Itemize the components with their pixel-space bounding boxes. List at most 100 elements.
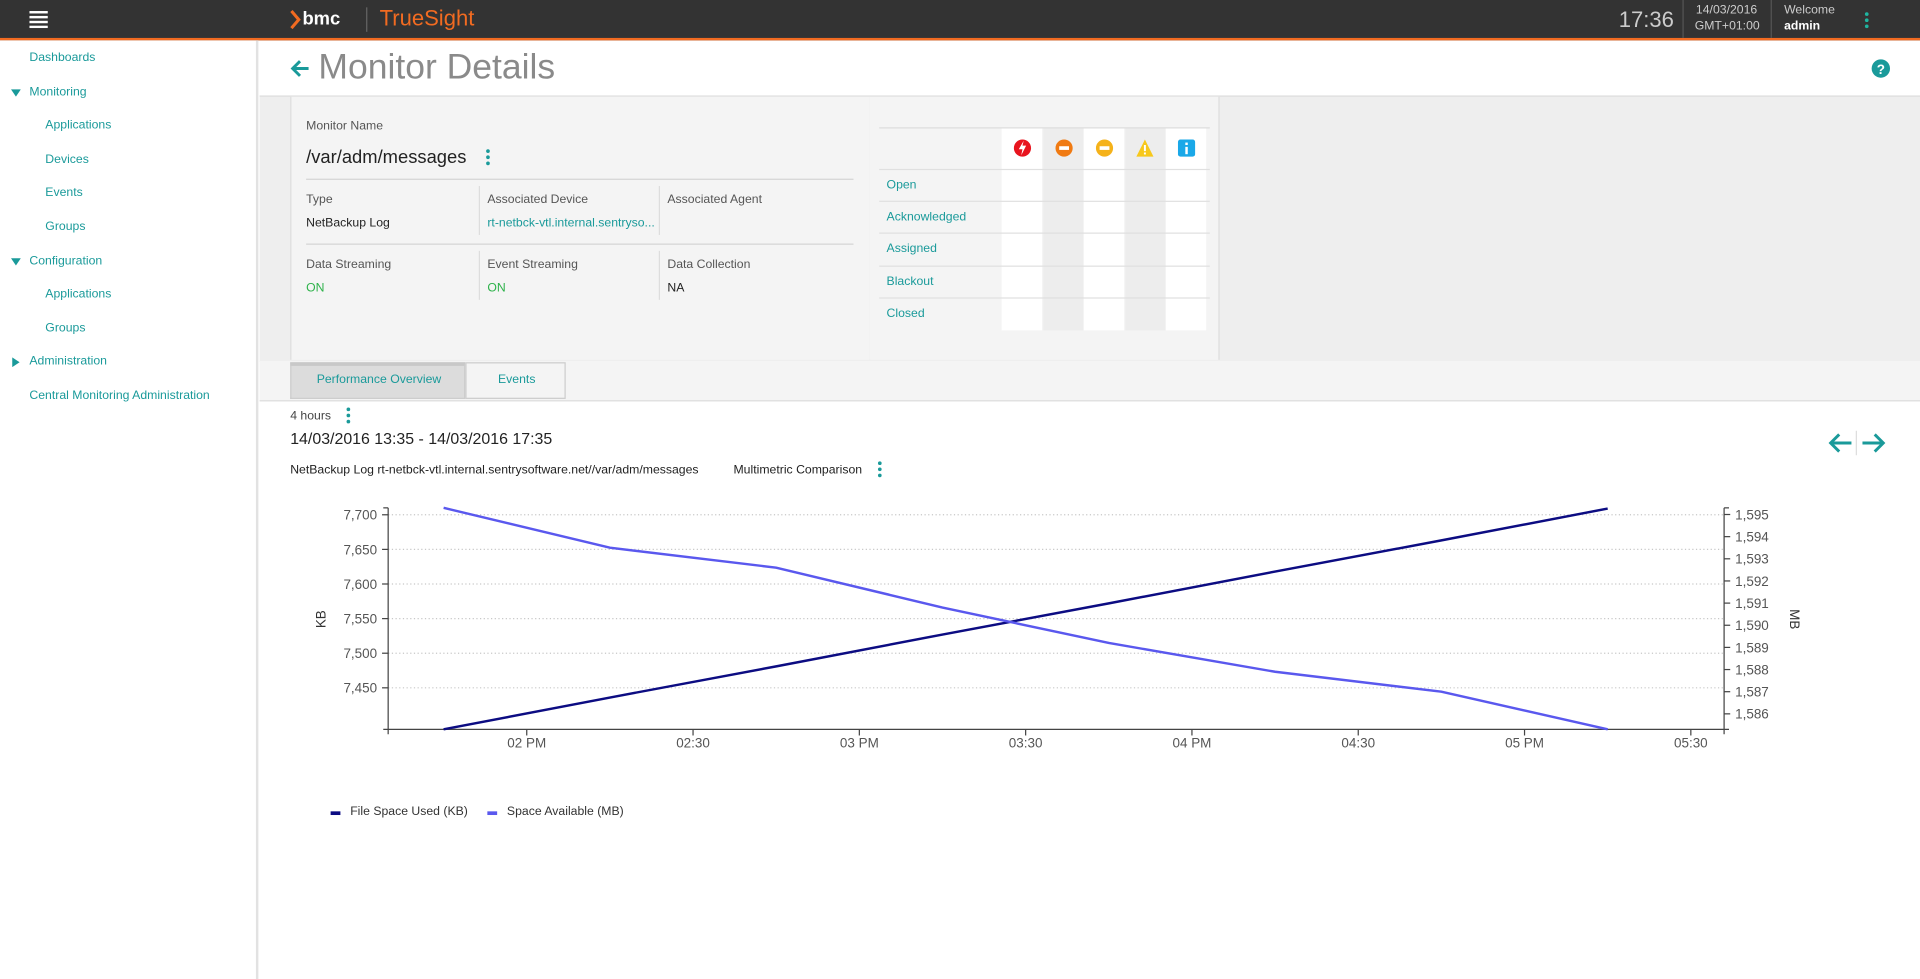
expander[interactable] — [11, 256, 21, 266]
sidebar: Dashboards Monitoring Applications Devices E… — [0, 40, 259, 979]
monitor-name-label: Monitor Name — [306, 119, 384, 134]
field-value: NetBackup Log — [306, 216, 390, 231]
y2-axis-label: MB — [1787, 609, 1802, 629]
legend-label: Space Available (MB) — [507, 804, 624, 818]
welcome: Welcome — [1784, 3, 1835, 18]
expander[interactable] — [11, 357, 21, 368]
status-column — [1125, 128, 1166, 331]
nav-subitem[interactable]: Groups — [45, 220, 86, 234]
bmc-mark — [290, 10, 301, 30]
status-column — [1042, 128, 1084, 331]
status-column — [1166, 128, 1207, 331]
field-label: Type — [306, 193, 333, 207]
range-menu[interactable] — [346, 407, 351, 426]
comparison-menu[interactable] — [877, 461, 882, 479]
clock: 17:36 — [1618, 7, 1674, 32]
y2-tick-label: 1,590 — [1735, 618, 1769, 633]
y2-tick-label: 1,593 — [1735, 552, 1769, 567]
y2-tick-label: 1,595 — [1735, 507, 1769, 522]
nav-item[interactable]: Configuration — [29, 254, 103, 268]
critical-icon — [1013, 139, 1032, 157]
separator — [306, 243, 854, 245]
monitor-menu[interactable] — [486, 149, 490, 167]
previous-button[interactable] — [1828, 433, 1852, 453]
y-tick-label: 7,600 — [343, 577, 377, 592]
event-state[interactable]: Assigned — [886, 242, 937, 257]
event-state[interactable]: Open — [886, 178, 917, 193]
event-state[interactable]: Blackout — [886, 274, 934, 289]
back-button[interactable] — [289, 59, 311, 79]
row-border — [879, 168, 1210, 171]
legend-swatch — [330, 811, 341, 816]
y2-tick-label: 1,589 — [1735, 640, 1769, 655]
divider — [1682, 0, 1684, 38]
minor-icon — [1095, 139, 1114, 157]
column-divider — [478, 186, 481, 235]
event-state[interactable]: Closed — [886, 306, 925, 321]
y2-tick-label: 1,588 — [1735, 662, 1769, 677]
help-button[interactable]: ? — [1871, 59, 1891, 79]
tab[interactable]: Performance Overview — [290, 362, 466, 399]
nav-item[interactable]: Monitoring — [29, 85, 87, 99]
monitor-name: /var/adm/messages — [306, 146, 467, 168]
divider — [366, 7, 368, 32]
range-duration[interactable]: 4 hours — [290, 409, 332, 424]
y-tick-label: 7,650 — [343, 542, 377, 557]
field-link[interactable]: rt-netbck-vtl.internal.sentryso... — [487, 216, 655, 231]
timezone: GMT+01:00 — [1694, 19, 1760, 34]
nav-subitem[interactable]: Events — [45, 186, 83, 200]
field-label: Event Streaming — [487, 258, 578, 272]
legend-label: File Space Used (KB) — [350, 804, 468, 818]
nav-item[interactable]: Dashboards — [29, 51, 96, 65]
nav-item[interactable]: Central Monitoring Administration — [29, 389, 210, 403]
series-line — [443, 506, 1608, 731]
date: 14/03/2016 — [1695, 3, 1758, 18]
comparison[interactable]: Multimetric Comparison — [733, 463, 863, 478]
field-value: ON — [487, 281, 506, 295]
y-tick-label: 7,450 — [343, 681, 377, 696]
column-divider — [658, 250, 661, 300]
event-table: Open Acknowledged Assigned Blackout Closed — [879, 127, 1210, 331]
series-line — [443, 507, 1608, 731]
status-column — [1083, 128, 1125, 331]
tab[interactable]: Events — [465, 362, 566, 399]
y2-tick-label: 1,591 — [1735, 596, 1769, 611]
monitor-card — [290, 96, 871, 360]
y2-tick-label: 1,587 — [1735, 685, 1769, 700]
table-border — [879, 127, 1210, 129]
expander[interactable] — [11, 88, 21, 98]
field-label: Associated Agent — [667, 193, 762, 207]
field-value: NA — [667, 281, 685, 295]
user-menu[interactable] — [1864, 12, 1869, 30]
nav-subitem[interactable]: Devices — [45, 152, 89, 167]
event-state[interactable]: Acknowledged — [886, 210, 967, 225]
column-divider — [658, 186, 661, 235]
field-label: Associated Device — [487, 193, 589, 207]
nav-subitem[interactable]: Applications — [45, 118, 112, 133]
nav-subitem[interactable]: Groups — [45, 321, 86, 336]
product: TrueSight — [379, 6, 475, 31]
tab-label: Performance Overview — [316, 373, 442, 387]
top-bar: bmc TrueSight 17:36 14/03/2016 GMT+01:00… — [0, 0, 1920, 41]
x-tick-label: 02 PM — [507, 736, 546, 751]
user[interactable]: admin — [1784, 19, 1821, 34]
brand: bmc — [302, 8, 341, 30]
menu-button[interactable] — [29, 11, 49, 29]
svg-text:?: ? — [1877, 62, 1885, 77]
x-tick-label: 03 PM — [840, 736, 879, 751]
row-border — [879, 200, 1210, 203]
nav-subitem[interactable]: Applications — [45, 287, 112, 302]
tab-label: Events — [498, 373, 536, 387]
legend-swatch — [487, 811, 498, 816]
x-tick-label: 04:30 — [1341, 736, 1375, 751]
x-tick-label: 02:30 — [676, 736, 710, 751]
status-column — [1001, 128, 1043, 331]
field-value: ON — [306, 281, 325, 295]
next-button[interactable] — [1862, 433, 1886, 453]
y2-tick-label: 1,592 — [1735, 574, 1769, 589]
y-tick-label: 7,500 — [343, 646, 377, 661]
x-tick-label: 04 PM — [1172, 736, 1211, 751]
nav-item[interactable]: Administration — [29, 355, 107, 369]
